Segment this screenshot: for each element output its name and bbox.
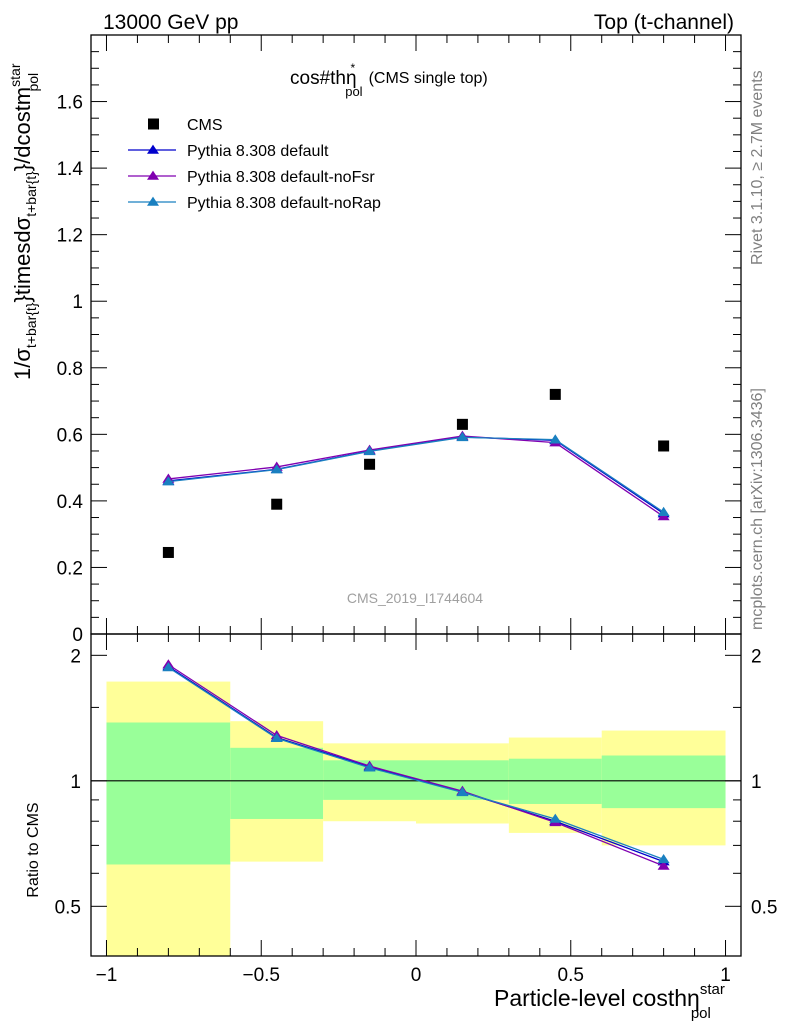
x-tick-label: −1 [96, 965, 118, 986]
y-tick-label: 0.4 [57, 492, 84, 513]
series-point [657, 506, 670, 516]
ratio-series-point [363, 762, 376, 772]
ratio-y-axis-label: Ratio to CMS [25, 802, 42, 897]
x-tick-label: 1 [720, 965, 731, 986]
ratio-y-tick-label: 1 [70, 772, 81, 793]
ratio-y-tick-label-right: 1 [751, 772, 762, 793]
legend-marker [147, 170, 159, 180]
series-line [168, 436, 664, 513]
cms-data-point [162, 546, 174, 558]
x-tick-label: −0.5 [242, 965, 280, 986]
series-point [549, 434, 562, 444]
ratio-panel: −1 −0.5 0 0.5 1 0.5 0.5 1 1 2 2 [55, 633, 777, 986]
legend-marker [147, 144, 159, 154]
ratio-series-point [456, 787, 469, 797]
ratio-series-point [270, 732, 283, 743]
ratio-y-tick-label: 0.5 [55, 897, 81, 918]
y-tick-label: 1.6 [57, 93, 83, 114]
legend-marker-cms [148, 118, 159, 130]
watermark: CMS_2019_I1744604 [347, 590, 483, 606]
ratio-series-point [657, 860, 670, 870]
y-tick-label: 0.8 [57, 359, 83, 380]
ratio-y-tick-label: 2 [70, 646, 81, 667]
series-point [270, 464, 283, 474]
header-right: Top (t-channel) [594, 11, 734, 34]
y-tick-label: 0 [72, 625, 83, 646]
ratio-series-point [657, 853, 670, 864]
y-tick-label: 1.2 [57, 226, 83, 247]
ratio-series-line [168, 666, 664, 860]
y-tick-label: 1.4 [57, 159, 84, 180]
rivet-label: Rivet 3.1.10, ≥ 2.7M events [749, 70, 766, 265]
legend-label: Pythia 8.308 default-noFsr [187, 169, 375, 186]
ratio-y-tick-label-right: 2 [751, 646, 762, 667]
ratio-series-line [168, 664, 664, 867]
ratio-series-point [162, 662, 175, 672]
x-tick-label: 0.5 [558, 965, 584, 986]
legend-label: CMS [187, 117, 223, 134]
cms-data-point [549, 388, 561, 400]
x-axis-label: Particle-level costhηstar pol [494, 981, 725, 1022]
cms-data-point [271, 498, 283, 510]
series-line [168, 435, 664, 518]
ratio-band-inner [106, 722, 231, 865]
series-point [456, 431, 469, 442]
ratio-y-tick-label-right: 0.5 [751, 897, 777, 918]
y-axis-label: 1/σt+bar{t}}timesdσt+bar{t}}/dcostmstar p… [7, 63, 41, 380]
legend: CMS Pythia 8.308 default Pythia 8.308 defa… [128, 117, 381, 212]
mcplots-label: mcplots.cern.ch [arXiv:1306.3436] [749, 388, 766, 630]
series-point [162, 476, 175, 486]
cms-data-point [456, 418, 468, 430]
ratio-series-point [549, 813, 562, 823]
y-tick-label: 0.2 [57, 558, 83, 579]
legend-label: Pythia 8.308 default [187, 143, 329, 160]
series-line [168, 436, 664, 515]
legend-label: Pythia 8.308 default-noRap [187, 195, 381, 212]
cms-data-point [364, 458, 376, 470]
main-panel: 0 0.2 0.4 0.6 0.8 1 1.2 1.4 1.6 [57, 34, 742, 646]
x-tick-label: 0 [411, 965, 422, 986]
y-tick-label: 1 [72, 292, 83, 313]
y-tick-label: 0.6 [57, 425, 83, 446]
ratio-band-inner [601, 755, 726, 809]
header-left: 13000 GeV pp [103, 11, 238, 34]
legend-marker [147, 196, 159, 206]
ratio-band-inner [230, 747, 324, 819]
series-point [363, 445, 376, 456]
cms-data-point [658, 440, 670, 452]
plot-title: cos#thη* pol(CMS single top) [290, 61, 488, 99]
